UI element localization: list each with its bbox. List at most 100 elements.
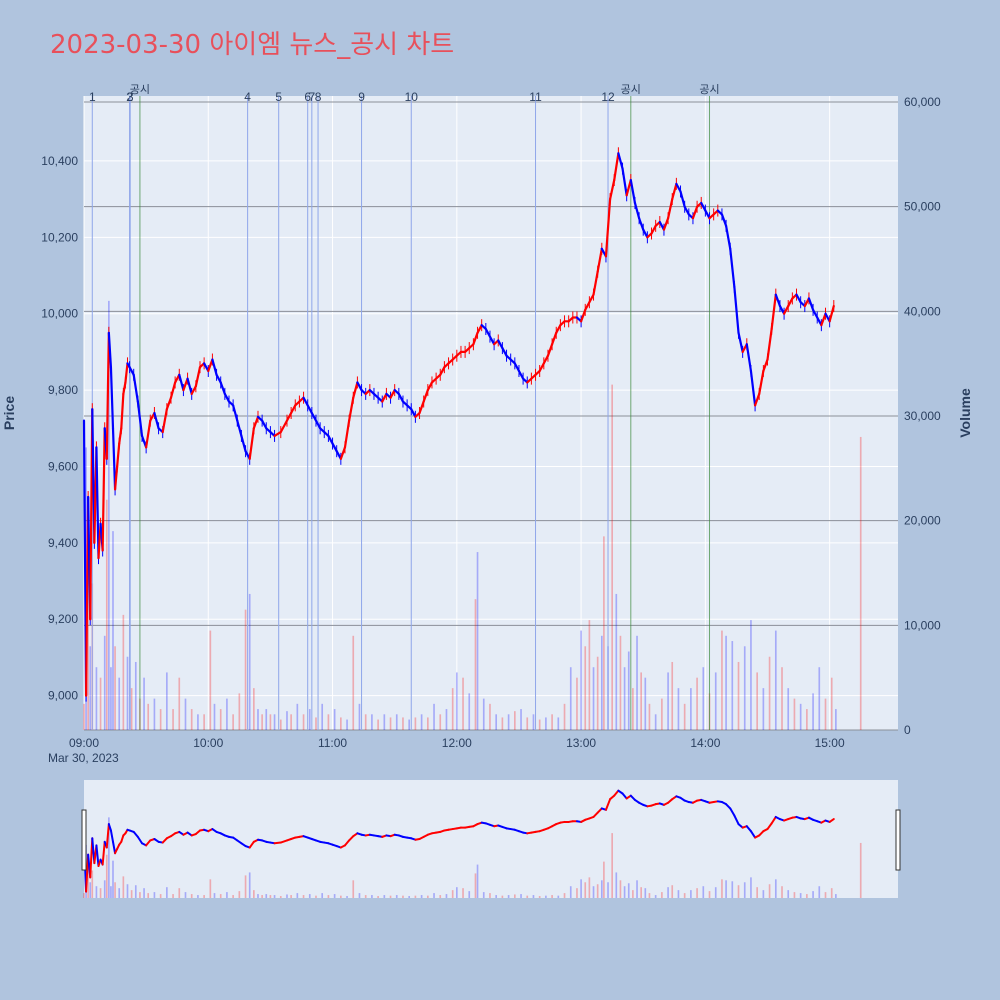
price-segment	[650, 224, 657, 235]
price-segment	[811, 308, 819, 319]
price-tick-label: 10,400	[41, 154, 78, 168]
disclosure-marker-label: 공시	[699, 84, 719, 96]
range-volume-bar	[364, 895, 367, 898]
range-volume-bar	[750, 877, 752, 898]
range-volume-bar	[166, 887, 168, 898]
range-volume-bar	[830, 888, 833, 898]
volume-bar	[209, 630, 212, 730]
price-segment	[551, 331, 558, 346]
volume-tick-label: 40,000	[904, 304, 941, 318]
price-segment	[625, 178, 632, 197]
range-price-segment	[248, 840, 255, 849]
price-segment	[348, 396, 355, 422]
volume-bar	[654, 714, 657, 730]
range-volume-bar	[95, 886, 98, 898]
volume-bar	[108, 300, 110, 730]
volume-bar	[489, 703, 491, 730]
price-segment	[95, 446, 100, 560]
volume-bar	[690, 688, 692, 730]
range-volume-bar	[762, 890, 765, 898]
volume-bar	[114, 646, 116, 730]
news-marker-label: 8	[315, 90, 322, 104]
price-segment	[186, 377, 193, 396]
volume-bar	[667, 672, 669, 730]
volume-bar	[731, 641, 734, 730]
range-slider-left-handle[interactable]	[81, 809, 87, 871]
volume-bar	[352, 635, 355, 730]
price-segment	[617, 152, 624, 170]
volume-bar	[451, 688, 454, 730]
price-segment	[592, 270, 599, 296]
price-segment	[169, 381, 177, 399]
news-marker-label: 10	[405, 90, 419, 104]
price-segment	[671, 182, 678, 201]
price-segment	[426, 381, 434, 392]
time-tick-label: 10:00	[193, 736, 223, 750]
range-volume-bar	[513, 894, 516, 898]
range-volume-bar	[596, 884, 599, 898]
price-segment	[633, 201, 641, 220]
volume-bar	[213, 703, 216, 730]
volume-bar	[269, 714, 272, 730]
y2-axis-title: Volume	[957, 388, 973, 438]
price-segment	[766, 327, 773, 361]
price-segment	[165, 396, 173, 411]
range-volume-bar	[799, 893, 802, 898]
range-volume-bar	[248, 872, 251, 898]
price-segment	[787, 297, 794, 308]
news-marker-label: 3	[127, 90, 134, 104]
price-segment	[285, 411, 293, 422]
volume-bar	[737, 661, 740, 730]
volume-bar	[232, 714, 234, 730]
range-volume-bar	[308, 894, 311, 898]
range-volume-bar	[184, 892, 187, 898]
volume-bar	[433, 703, 435, 730]
volume-bar	[696, 677, 698, 730]
price-segment	[596, 247, 603, 273]
range-price-segment	[95, 844, 100, 868]
range-price-segment	[145, 839, 152, 847]
price-segment	[679, 190, 686, 208]
volume-bar	[768, 656, 771, 730]
volume-bar	[383, 714, 386, 730]
range-volume-bar	[389, 895, 392, 898]
volume-bar	[371, 714, 373, 730]
volume-bar	[408, 719, 411, 730]
price-segment	[397, 392, 405, 403]
range-volume-bar	[395, 895, 398, 898]
price-segment	[279, 419, 289, 434]
range-volume-bar	[671, 885, 674, 898]
volume-bar	[261, 714, 263, 730]
price-segment	[327, 434, 334, 445]
range-price-segment	[613, 789, 620, 797]
range-volume-bar	[545, 895, 547, 898]
volume-bar	[513, 711, 516, 730]
range-slider-right-handle[interactable]	[895, 809, 901, 871]
volume-bar	[153, 698, 156, 730]
range-volume-bar	[619, 880, 622, 898]
volume-bar	[781, 667, 783, 730]
range-volume-bar	[859, 842, 862, 898]
range-volume-bar	[538, 896, 541, 898]
price-tick-label: 9,400	[48, 536, 78, 550]
price-segment	[642, 228, 649, 239]
volume-bar	[835, 709, 837, 730]
range-volume-bar	[690, 890, 692, 898]
price-segment	[261, 419, 268, 430]
range-volume-bar	[315, 895, 317, 898]
range-volume-bar	[584, 882, 587, 898]
price-segment	[691, 205, 699, 220]
volume-bar	[178, 677, 181, 730]
price-segment	[546, 343, 554, 357]
range-volume-bar	[110, 886, 112, 898]
volume-bar	[824, 698, 827, 730]
range-volume-bar	[232, 895, 234, 898]
volume-bar	[95, 667, 98, 730]
range-volume-bar	[640, 887, 642, 898]
price-tick-label: 9,800	[48, 383, 78, 397]
volume-bar	[799, 703, 802, 730]
range-volume-bar	[721, 879, 723, 898]
price-segment	[219, 381, 226, 396]
price-tick-label: 10,200	[41, 230, 78, 244]
